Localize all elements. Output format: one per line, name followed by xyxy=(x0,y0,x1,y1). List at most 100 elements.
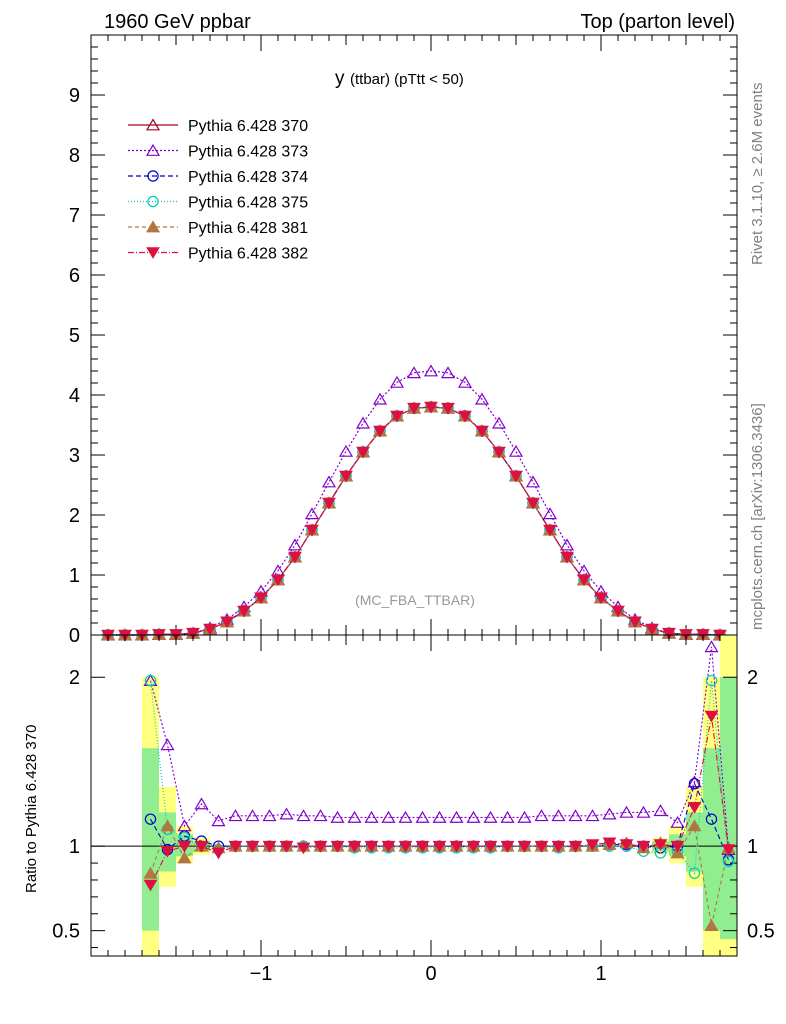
ratio-y-tick-label-right: 0.5 xyxy=(747,921,775,943)
main-y-tick-label: 3 xyxy=(69,445,80,467)
ratio-series-line xyxy=(149,646,730,850)
main-y-tick-label: 1 xyxy=(69,565,80,587)
ratio-data-point xyxy=(687,802,702,814)
main-y-tick-label: 9 xyxy=(69,85,80,107)
ratio-y-tick-label-left: 1 xyxy=(69,836,80,858)
data-point xyxy=(203,623,217,636)
ratio-data-point xyxy=(245,809,260,822)
ratio-data-point xyxy=(705,813,718,825)
ratio-data-point xyxy=(636,805,651,818)
ratio-data-point xyxy=(568,840,583,853)
legend-marker xyxy=(146,247,160,259)
ratio-data-point xyxy=(262,809,277,822)
data-point xyxy=(543,524,557,537)
data-point xyxy=(423,364,439,377)
ratio-data-point xyxy=(670,840,685,853)
data-point xyxy=(441,402,455,415)
plot-title-rest: (ttbar) (pTtt < 50) xyxy=(350,71,464,88)
data-point xyxy=(509,470,523,483)
data-point xyxy=(322,497,336,510)
legend-entry-pythia-6-428-375: Pythia 6.428 375 xyxy=(128,195,308,212)
ratio-data-point xyxy=(330,840,345,853)
data-point xyxy=(237,605,251,618)
ratio-data-point xyxy=(721,844,736,856)
data-point xyxy=(254,592,268,605)
legend-entry-pythia-6-428-382: Pythia 6.428 382 xyxy=(128,246,308,263)
ratio-data-point xyxy=(500,840,515,853)
ratio-data-point xyxy=(704,640,719,653)
ratio-data-point xyxy=(585,839,600,851)
ratio-series-line xyxy=(150,715,730,886)
legend-label: Pythia 6.428 382 xyxy=(188,246,308,263)
ratio-y-tick-label-right: 1 xyxy=(747,836,758,858)
legend-entry-pythia-6-428-370: Pythia 6.428 370 xyxy=(128,118,308,135)
data-point xyxy=(373,425,387,438)
legend-entry-pythia-6-428-373: Pythia 6.428 373 xyxy=(128,144,308,161)
ratio-data-point xyxy=(449,840,464,853)
data-point xyxy=(338,444,354,457)
ratio-data-point xyxy=(551,840,566,853)
ratio-data-point xyxy=(705,674,718,687)
ratio-y-tick-label-left: 2 xyxy=(69,667,80,689)
ratio-plot-panel: 0.5 0.5 1 1 2 2 Ratio to Pythia 6.428 370 xyxy=(23,634,775,957)
data-point xyxy=(645,623,659,636)
ratio-data-point xyxy=(313,809,328,822)
ratio-data-point xyxy=(211,847,226,860)
legend-marker xyxy=(147,170,159,182)
main-y-tick-label: 2 xyxy=(69,505,80,527)
legend-label: Pythia 6.428 381 xyxy=(188,220,308,237)
ratio-data-point xyxy=(687,819,702,832)
ratio-data-point xyxy=(432,810,447,823)
ratio-data-point xyxy=(466,840,481,853)
ratio-data-point xyxy=(466,810,481,823)
data-point xyxy=(458,410,472,423)
ratio-data-point xyxy=(143,879,158,892)
legend-marker xyxy=(147,195,159,208)
data-point xyxy=(440,366,456,379)
ratio-data-point xyxy=(245,840,260,853)
ratio-data-point xyxy=(722,855,735,868)
ratio-data-point xyxy=(670,815,685,828)
ratio-data-point xyxy=(602,807,617,820)
data-point xyxy=(525,475,541,488)
data-point xyxy=(662,627,676,640)
ratio-data-point xyxy=(432,840,447,853)
ratio-data-point xyxy=(279,840,294,853)
data-point xyxy=(355,416,371,429)
main-y-tick-label: 6 xyxy=(69,265,80,287)
ratio-data-point xyxy=(194,840,209,853)
data-point xyxy=(372,392,388,405)
data-point xyxy=(526,497,540,510)
ratio-data-point xyxy=(602,837,617,850)
ratio-data-point xyxy=(653,839,668,851)
data-point xyxy=(271,574,285,587)
data-point xyxy=(390,410,404,423)
legend-marker xyxy=(145,143,161,156)
ratio-y-tick-label-right: 2 xyxy=(747,667,758,689)
data-point xyxy=(288,551,302,564)
ratio-data-point xyxy=(211,814,226,827)
data-point xyxy=(406,366,422,379)
ratio-data-point xyxy=(381,840,396,853)
ratio-data-point xyxy=(619,805,634,818)
plot-title-main: y xyxy=(335,68,345,89)
legend-label: Pythia 6.428 373 xyxy=(188,144,308,161)
ratio-data-point xyxy=(262,840,277,853)
ratio-data-point xyxy=(228,840,243,853)
ratio-data-point xyxy=(653,804,668,817)
ratio-data-point xyxy=(381,810,396,823)
x-tick-label: 1 xyxy=(595,963,606,985)
ratio-data-point xyxy=(534,840,549,853)
ratio-data-point xyxy=(143,866,158,879)
ratio-y-axis-label: Ratio to Pythia 6.428 370 xyxy=(23,725,40,893)
main-y-tick-label: 4 xyxy=(69,385,80,407)
ratio-band-green xyxy=(142,748,159,931)
ratio-data-point xyxy=(398,810,413,823)
ratio-band-green xyxy=(720,677,737,940)
ratio-data-point xyxy=(517,840,532,853)
ratio-series-pythia-6-428-382 xyxy=(143,710,736,892)
data-point xyxy=(186,627,200,640)
data-point xyxy=(339,470,353,483)
ratio-data-point xyxy=(534,809,549,822)
